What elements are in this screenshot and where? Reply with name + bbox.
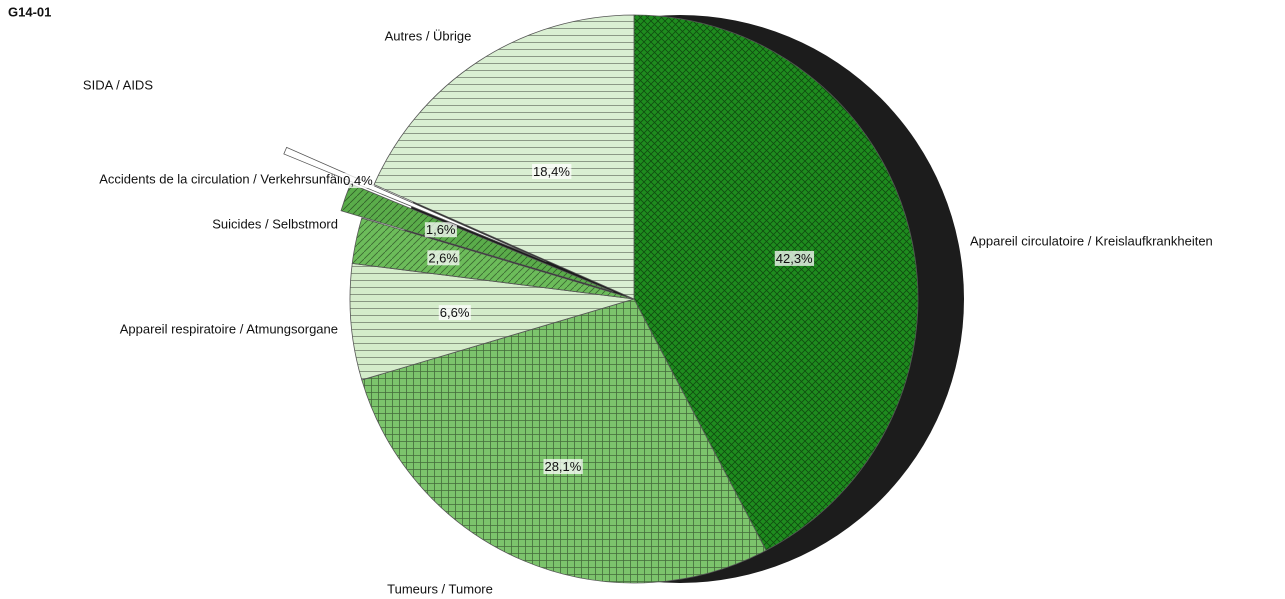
category-label: Tumeurs / Tumore [387, 581, 493, 596]
pie-slice [633, 14, 919, 551]
value-label-bg [424, 222, 457, 238]
pie-slice [349, 262, 635, 381]
category-label: Autres / Übrige [385, 28, 472, 43]
value-label-bg [532, 163, 572, 179]
value-label: 28,1% [544, 459, 581, 474]
value-label-bg [774, 250, 815, 266]
value-label: 0,4% [343, 173, 373, 188]
pie-slice [373, 14, 635, 300]
value-label-bg [342, 173, 375, 189]
value-label: 2,6% [428, 250, 458, 265]
category-label: SIDA / AIDS [83, 77, 153, 92]
pie-slice [361, 298, 767, 584]
category-label: Appareil respiratoire / Atmungsorgane [120, 321, 338, 336]
value-label-bg [543, 459, 583, 475]
value-label: 42,3% [776, 251, 813, 266]
chart-title: G14-01 [8, 4, 51, 19]
category-label: Accidents de la circulation / Verkehrsun… [99, 171, 350, 186]
value-label: 18,4% [533, 164, 570, 179]
value-label: 6,6% [440, 305, 470, 320]
value-label-bg [438, 305, 471, 321]
pie-slice [351, 217, 635, 300]
value-label-bg [427, 250, 460, 266]
category-label: Appareil circulatoire / Kreislaufkrankhe… [970, 233, 1213, 248]
value-label: 1,6% [426, 222, 456, 237]
category-label: Suicides / Selbstmord [212, 216, 338, 231]
